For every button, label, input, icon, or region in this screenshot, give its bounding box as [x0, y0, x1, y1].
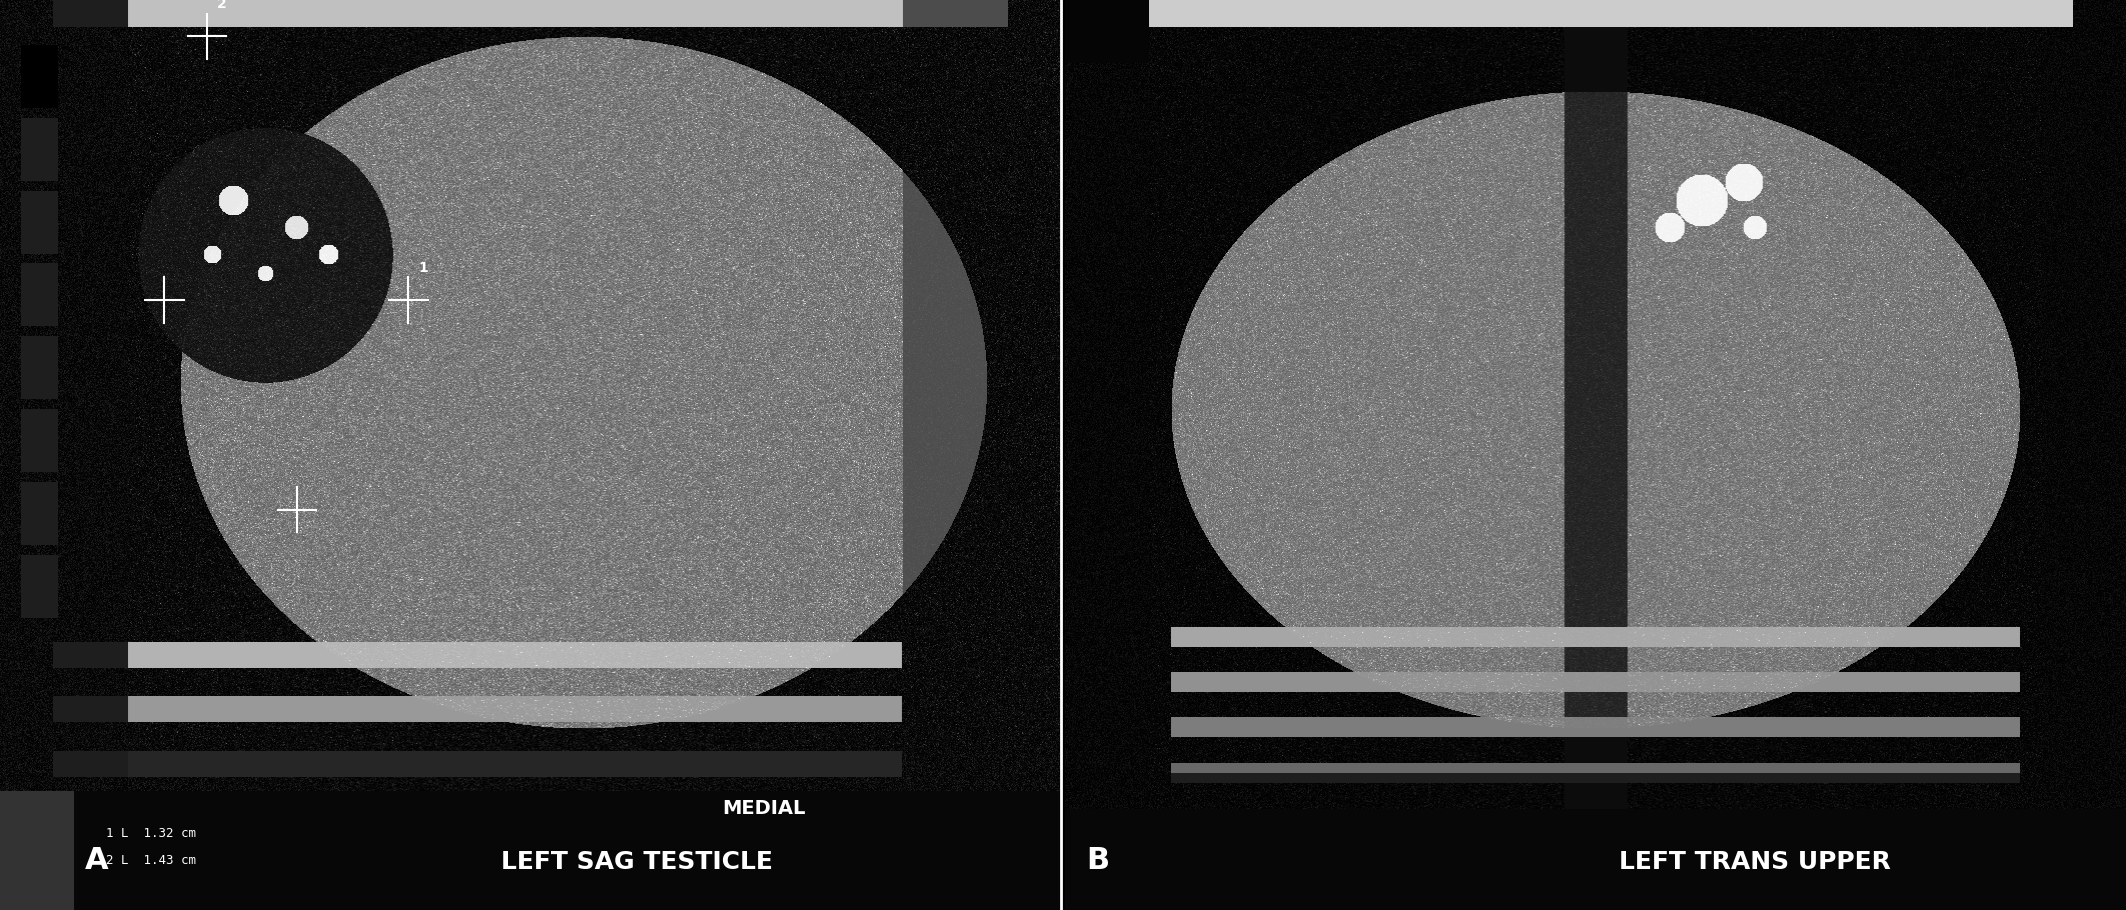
Text: 1 L  1.32 cm: 1 L 1.32 cm	[106, 827, 196, 840]
Text: LEFT TRANS UPPER: LEFT TRANS UPPER	[1618, 850, 1890, 874]
Text: 2: 2	[217, 0, 225, 11]
Text: 2 L  1.43 cm: 2 L 1.43 cm	[106, 854, 196, 867]
Text: MEDIAL: MEDIAL	[723, 800, 806, 818]
Text: B: B	[1086, 846, 1110, 875]
Text: LEFT SAG TESTICLE: LEFT SAG TESTICLE	[500, 850, 772, 874]
Text: A: A	[85, 846, 108, 875]
Text: 1: 1	[419, 260, 427, 275]
